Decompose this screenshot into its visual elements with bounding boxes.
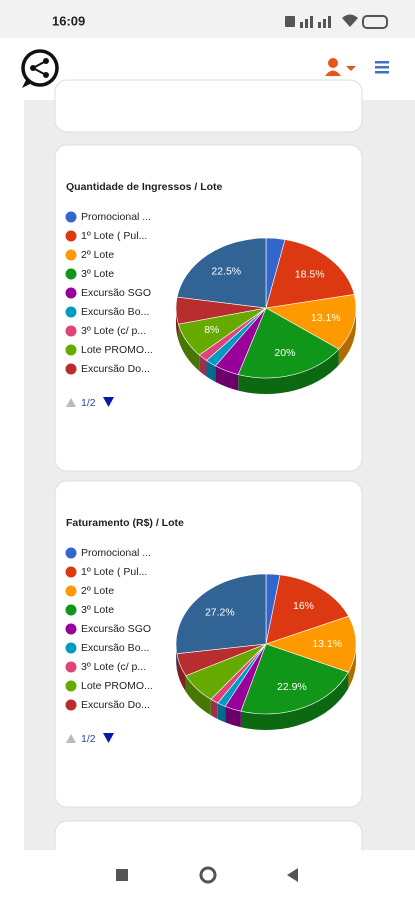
legend-label: 2º Lote	[81, 249, 114, 261]
nav-bar	[0, 850, 415, 900]
legend-label: Excursão Do...	[81, 699, 150, 711]
legend-swatch	[65, 585, 77, 597]
legend-label: Excursão Bo...	[81, 306, 149, 318]
pie-side	[210, 699, 218, 720]
legend-swatch	[65, 268, 77, 280]
legend-swatch	[65, 344, 77, 356]
pager-prev[interactable]	[66, 398, 76, 407]
legend-label: 3º Lote	[81, 604, 114, 616]
legend-swatch	[65, 547, 77, 559]
pie-slice[interactable]	[265, 239, 355, 309]
pager: 1/2	[81, 733, 96, 745]
legend-label: Lote PROMO...	[81, 344, 153, 356]
legend-label: Promocional ...	[81, 547, 151, 559]
pager: 1/2	[81, 397, 96, 409]
pie-side	[206, 360, 216, 382]
legend-swatch	[65, 211, 77, 223]
pie-side	[199, 354, 207, 377]
legend-swatch	[65, 661, 77, 673]
legend-label: 2º Lote	[81, 585, 114, 597]
hamburger-menu[interactable]	[375, 61, 389, 74]
pie-side	[338, 308, 356, 366]
legend-label: Promocional ...	[81, 211, 151, 223]
legend-label: Lote PROMO...	[81, 680, 153, 692]
legend-swatch	[65, 230, 77, 242]
nav-home[interactable]	[199, 866, 217, 884]
chart-title: Faturamento (R$) / Lote	[66, 517, 184, 529]
chart-title: Quantidade de Ingressos / Lote	[66, 181, 223, 193]
legend-swatch	[65, 249, 77, 261]
pager-next[interactable]	[103, 397, 114, 407]
legend-swatch	[65, 363, 77, 375]
nav-recents[interactable]	[116, 869, 128, 881]
nav-back[interactable]	[287, 868, 298, 882]
legend-label: 3º Lote (c/ p...	[81, 325, 146, 337]
legend-swatch	[65, 325, 77, 337]
legend-label: 3º Lote (c/ p...	[81, 661, 146, 673]
pie-side	[178, 324, 200, 371]
pie-side	[240, 672, 349, 731]
legend-swatch	[65, 623, 77, 635]
legend-label: Excursão Do...	[81, 363, 150, 375]
pie-side	[225, 706, 241, 728]
legend-swatch	[65, 566, 77, 578]
pie-side	[238, 349, 339, 394]
pie-side	[176, 308, 179, 341]
legend-label: 1º Lote ( Pul...	[81, 566, 147, 578]
pie-slice[interactable]	[265, 615, 357, 673]
slice-label: 13.1%	[312, 638, 342, 650]
slice-label: 16%	[293, 600, 314, 612]
pie-side	[217, 703, 226, 723]
pie-side	[176, 653, 186, 692]
app-logo[interactable]	[21, 49, 59, 88]
pie-slice[interactable]	[176, 237, 267, 309]
pager-next[interactable]	[103, 733, 114, 743]
slice-label: 22.9%	[277, 681, 307, 693]
slice-label: 22.5%	[211, 266, 241, 278]
pie-slice[interactable]	[175, 573, 267, 654]
pie-side	[215, 365, 239, 391]
legend-label: Excursão SGO	[81, 623, 151, 635]
pager-prev[interactable]	[66, 734, 76, 743]
legend-swatch	[65, 680, 77, 692]
legend-label: 1º Lote ( Pul...	[81, 230, 147, 242]
legend-label: Excursão Bo...	[81, 642, 149, 654]
pie-slice[interactable]	[237, 307, 340, 379]
slice-label: 8%	[204, 324, 219, 336]
legend-swatch	[65, 604, 77, 616]
legend-label: 3º Lote	[81, 268, 114, 280]
user-menu[interactable]	[325, 58, 356, 76]
slice-label: 13.1%	[311, 312, 341, 324]
slice-label: 20%	[274, 347, 295, 359]
side-strip	[0, 100, 24, 850]
pie-slice[interactable]	[240, 643, 349, 715]
pie-slice[interactable]	[265, 294, 357, 350]
status-icons	[285, 14, 388, 29]
slice-label: 27.2%	[205, 607, 235, 619]
pie-slice[interactable]	[265, 574, 350, 645]
card	[54, 79, 363, 133]
pie-side	[348, 644, 356, 689]
legend-swatch	[65, 287, 77, 299]
clock: 16:09	[52, 13, 85, 28]
legend-label: Excursão SGO	[81, 287, 151, 299]
legend-swatch	[65, 306, 77, 318]
legend-swatch	[65, 642, 77, 654]
slice-label: 18.5%	[295, 268, 325, 280]
pie-side	[185, 675, 211, 716]
legend-swatch	[65, 699, 77, 711]
